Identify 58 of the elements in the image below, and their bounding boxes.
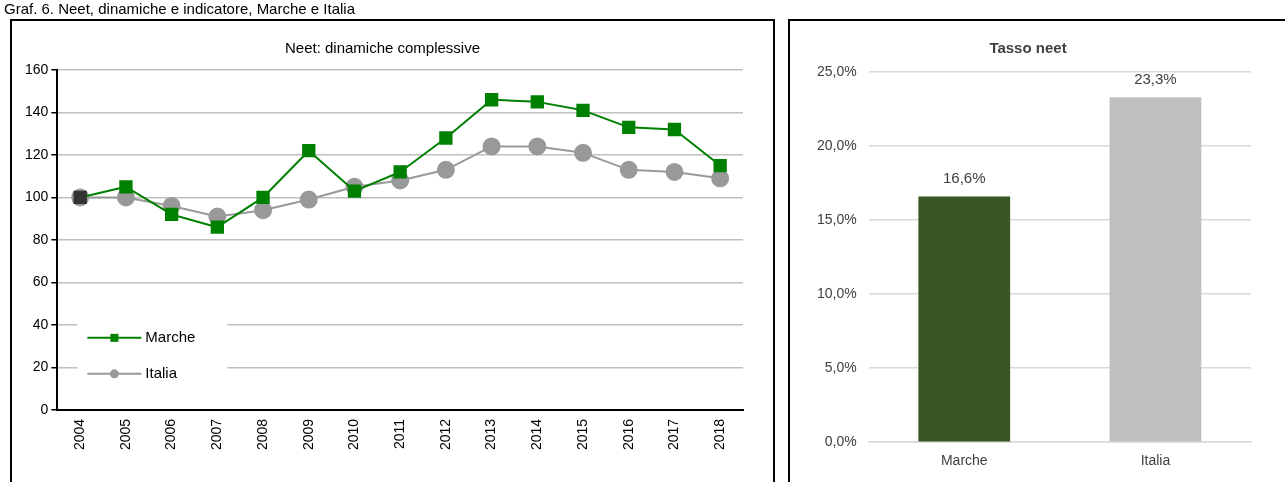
x-tick-label: 2008 (253, 418, 270, 451)
point (665, 162, 684, 181)
y-tick-label: 60 (32, 273, 49, 290)
chart-title: Neet: dinamiche complessive (284, 39, 481, 57)
point (528, 137, 547, 156)
point (119, 180, 133, 194)
x-tick-label: 2017 (665, 418, 682, 451)
point (302, 144, 316, 158)
y-tick-label: 100 (25, 188, 49, 205)
y-tick-label: 0,0% (824, 433, 857, 450)
y-tick-label: 20 (32, 358, 49, 375)
point (436, 160, 455, 179)
y-tick-label: 25,0% (816, 62, 857, 79)
point (713, 158, 727, 173)
y-tick-label: 40 (32, 315, 49, 332)
point (482, 137, 501, 156)
text: Graf. 6. Neet, dinamiche e indicatore, Marche e Italia (4, 0, 356, 18)
x-tick-label: 2007 (208, 418, 225, 451)
x-tick-label: 2016 (619, 418, 636, 451)
y-tick-label: 140 (25, 103, 49, 120)
y-tick-label: 5,0% (824, 359, 857, 376)
point (439, 131, 453, 145)
point (576, 103, 590, 118)
x-tick-label: 2015 (573, 418, 590, 451)
x-tick-label: 2013 (482, 418, 499, 451)
x-tick-label: 2009 (299, 418, 316, 451)
point (619, 160, 638, 179)
y-tick-label: 160 (25, 60, 49, 77)
x-tick-label: 2006 (162, 418, 179, 451)
point (210, 220, 224, 234)
x-tick-label: 2010 (345, 418, 362, 451)
legend-label: Marche (145, 328, 196, 345)
legend-label: Italia (145, 364, 178, 381)
chart-title: Tasso neet (989, 39, 1067, 57)
y-tick-label: 120 (25, 145, 49, 162)
data-label: 16,6% (943, 169, 986, 187)
x-tick-label: 2004 (71, 418, 88, 451)
point (164, 207, 179, 222)
y-tick-label: 80 (32, 230, 49, 247)
point (530, 95, 544, 109)
point (484, 93, 499, 107)
y-tick-label: 15,0% (816, 210, 857, 227)
x-tick-label: 2014 (528, 418, 545, 451)
point (622, 120, 636, 135)
point (393, 165, 407, 179)
x-tick-label: 2005 (116, 418, 133, 451)
point (574, 143, 593, 162)
y-tick-label: 20,0% (816, 136, 857, 153)
point (299, 190, 318, 209)
data-label: 23,3% (1134, 69, 1177, 87)
x-tick-label: 2011 (391, 418, 408, 449)
x-tick-label: 2018 (711, 418, 727, 451)
y-tick-label: 10,0% (816, 284, 857, 301)
y-tick-label: 0 (40, 400, 49, 417)
point (667, 122, 682, 137)
point (256, 190, 270, 205)
x-tick-label: 2012 (436, 418, 453, 451)
point (347, 184, 362, 198)
